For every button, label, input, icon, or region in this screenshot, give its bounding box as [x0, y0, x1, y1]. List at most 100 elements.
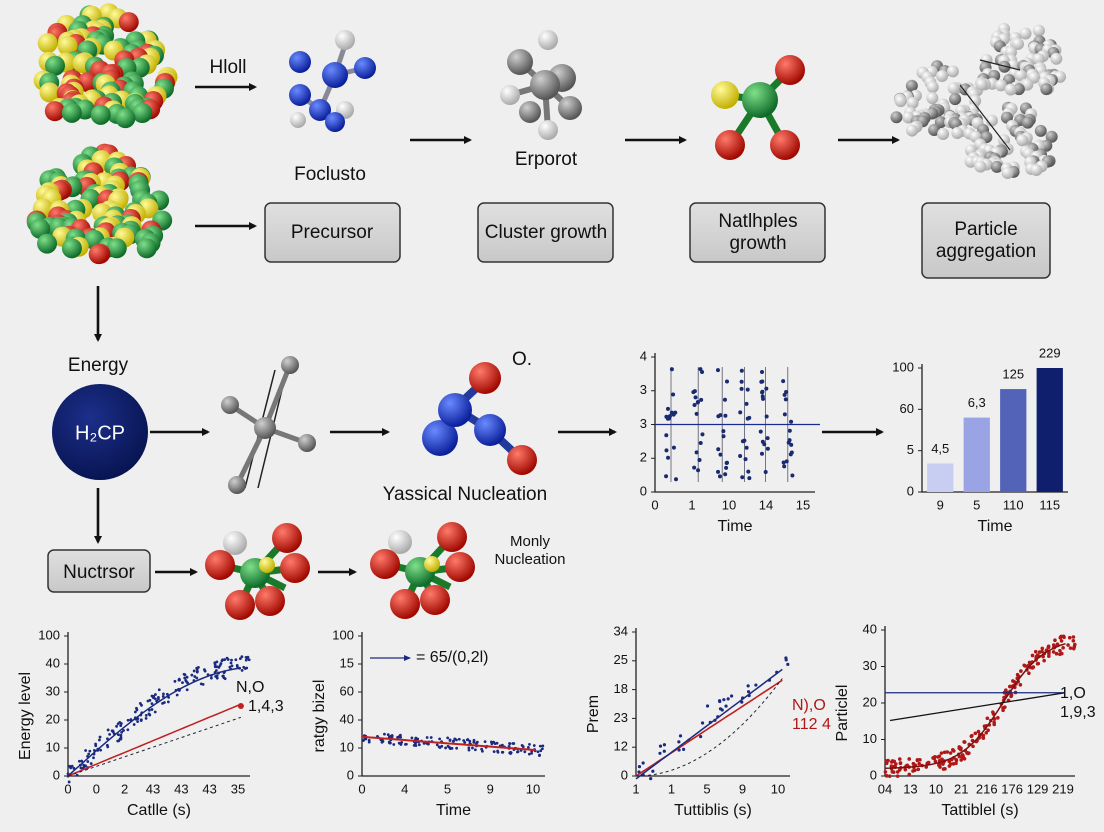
x-tick-label: 176	[1001, 781, 1023, 796]
y-tick-label: 34	[614, 623, 628, 638]
y-tick-label: 3	[640, 382, 647, 397]
atom	[132, 103, 153, 124]
scatter-dot	[532, 744, 536, 747]
atom	[1034, 124, 1047, 137]
atom	[225, 590, 255, 620]
scatter-dot	[890, 759, 895, 763]
scatter-dot	[87, 752, 91, 756]
scatter-dot	[759, 451, 764, 456]
scatter-dot	[1067, 635, 1072, 640]
scatter-dot	[694, 411, 699, 416]
scatter-dot	[435, 743, 439, 747]
scatter-dot	[715, 368, 720, 373]
scatter-dot	[745, 416, 750, 421]
atom	[289, 84, 311, 106]
scatter-dot	[669, 367, 674, 372]
scatter-dot	[1023, 664, 1027, 668]
scatter-dot	[387, 741, 391, 745]
x-axis-label: Tattiblel (s)	[941, 802, 1018, 819]
y-tick-label: 30	[46, 683, 60, 698]
scatter-dot	[918, 758, 922, 762]
scatter-dot	[481, 749, 484, 753]
atom	[936, 70, 949, 83]
scatter-dot	[173, 679, 177, 683]
scatter-dot	[450, 746, 454, 750]
scatter-dot	[70, 764, 74, 768]
scatter-dot	[787, 438, 792, 443]
scatter-dot	[722, 698, 726, 702]
scatter-dot	[144, 717, 148, 720]
scatter-dot	[414, 744, 418, 747]
scatter-dot	[429, 736, 433, 739]
scatter-dot	[472, 738, 476, 742]
atom	[281, 356, 299, 374]
scatter-dot	[219, 662, 223, 665]
x-tick-label: 9	[739, 781, 746, 796]
atom	[711, 81, 739, 109]
scatter-dot	[666, 455, 671, 460]
scatter-dot	[967, 751, 971, 755]
y-axis-label: Energy level	[17, 672, 34, 760]
scatter-dot	[539, 749, 543, 753]
scatter-dot	[1042, 658, 1046, 663]
scatter-dot	[1054, 651, 1059, 656]
atom	[39, 82, 60, 103]
atom	[998, 60, 1011, 73]
x-tick-label: 35	[231, 781, 245, 796]
scatter-dot	[508, 742, 511, 745]
atom	[259, 557, 275, 573]
scatter-dot	[415, 737, 418, 741]
scatter-dot	[154, 693, 157, 696]
atom	[1004, 83, 1017, 96]
scatter-dot	[783, 397, 788, 402]
scatter-dot	[500, 750, 504, 754]
x-tick-label: 43	[146, 781, 160, 796]
value-label: 125	[1002, 367, 1024, 382]
scatter-dot	[976, 729, 981, 734]
scatter-dot	[897, 768, 902, 772]
bond	[959, 59, 1021, 151]
scatter-dot	[67, 780, 71, 784]
scatter-dot	[789, 450, 794, 455]
scatter-dot	[1059, 639, 1064, 643]
scatter-dot	[367, 738, 371, 742]
atom	[254, 417, 276, 439]
y-tick-label: 60	[340, 683, 354, 698]
x-tick-label: 5	[973, 497, 980, 512]
scatter-dot	[148, 713, 152, 717]
atom	[228, 476, 246, 494]
legend-entry: 1,9,3	[1060, 704, 1096, 721]
scatter-dot	[1007, 684, 1012, 689]
atom	[507, 49, 533, 75]
bar	[1036, 368, 1063, 492]
scatter-dot	[538, 744, 542, 748]
scatter-dot	[119, 737, 123, 741]
scatter-dot	[651, 769, 655, 773]
y-tick-label: 40	[340, 711, 354, 726]
scatter-dot	[446, 736, 450, 740]
scatter-dot	[523, 750, 527, 754]
scatter-dot	[662, 749, 666, 753]
scatter-dot	[664, 433, 669, 438]
scatter-dot	[671, 445, 676, 450]
scatter-dot	[692, 389, 697, 394]
arrows	[94, 83, 900, 576]
x-tick-label: 0	[64, 781, 71, 796]
scatter-dot	[190, 673, 194, 677]
scatter-dot	[969, 734, 974, 739]
scatter-dot	[1058, 652, 1062, 657]
scatter-dot	[444, 746, 447, 750]
scatter-dot	[161, 695, 165, 698]
atom	[538, 30, 558, 50]
scatter-dot	[782, 464, 787, 469]
curve	[635, 668, 783, 780]
scatter-dot	[954, 757, 959, 762]
stage-box	[477, 202, 614, 263]
atom	[61, 238, 82, 259]
scatter-dot	[197, 666, 200, 669]
scatter-dot	[392, 743, 396, 746]
scatter-dot	[740, 475, 745, 480]
atom	[309, 99, 331, 121]
scatter-dot	[765, 446, 770, 451]
scatter-dot	[721, 429, 726, 434]
